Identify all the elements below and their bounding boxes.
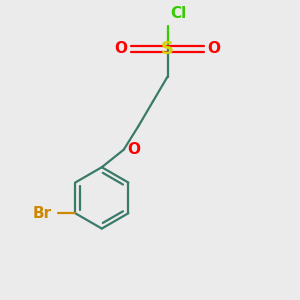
Text: O: O: [115, 41, 128, 56]
Text: Br: Br: [33, 206, 52, 221]
Text: O: O: [127, 142, 140, 157]
Text: O: O: [208, 41, 220, 56]
Text: Cl: Cl: [170, 6, 187, 21]
Text: S: S: [161, 40, 174, 58]
